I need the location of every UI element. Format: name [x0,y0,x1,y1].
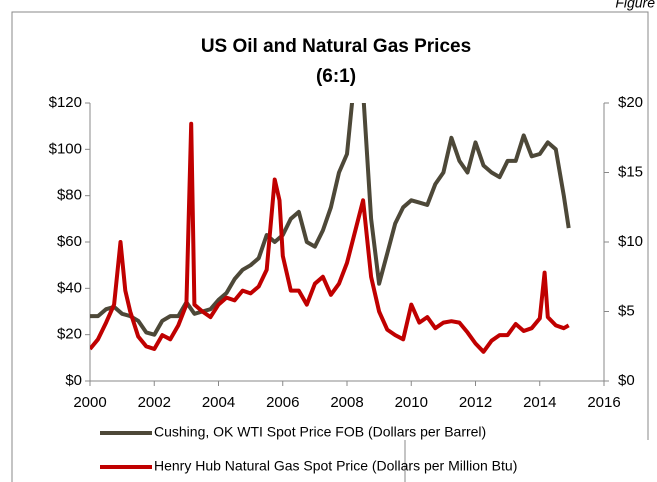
figure-label: Figure [615,0,655,11]
x-tick-label: 2006 [266,394,299,411]
y-tick-label: $120 [49,94,82,111]
series-line [90,103,571,337]
x-tick-label: 2004 [202,394,235,411]
legend-label: Henry Hub Natural Gas Spot Price (Dollar… [154,458,517,474]
y-tick-label: $0 [65,372,82,389]
x-tick-label: 2008 [330,394,363,411]
x-tick-label: 2014 [523,394,556,411]
frame [11,11,649,482]
y2-tick-label: $15 [618,163,643,180]
y-tick-label: $80 [57,187,82,204]
y2-tick-label: $5 [618,302,635,319]
series-line [90,121,570,354]
y2-tick-label: $10 [618,233,643,250]
y-tick-label: $100 [49,140,82,157]
y2-tick-label: $0 [618,372,635,389]
y-tick-label: $20 [57,326,82,343]
y2-tick-label: $20 [618,94,643,111]
chart-subtitle: (6:1) [316,66,356,87]
x-tick-label: 2010 [395,394,428,411]
y-tick-label: $40 [57,279,82,296]
x-tick-label: 2000 [73,394,106,411]
x-tick-label: 2012 [459,394,492,411]
legend-label: Cushing, OK WTI Spot Price FOB (Dollars … [154,424,486,440]
x-tick-label: 2016 [587,394,620,411]
x-tick-label: 2002 [138,394,171,411]
chart-title: US Oil and Natural Gas Prices [201,36,471,57]
y-tick-label: $60 [57,233,82,250]
